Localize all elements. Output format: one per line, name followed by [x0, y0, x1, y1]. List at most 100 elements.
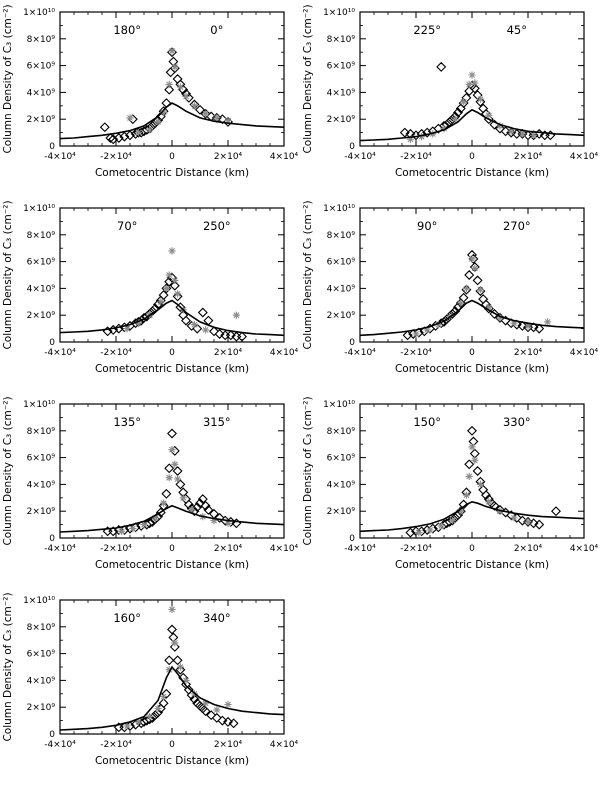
y-tick-label: 6×10⁹: [27, 258, 56, 268]
x-tick-label: 0: [469, 348, 475, 358]
diamond-markers: [99, 47, 233, 145]
angle-label-right: 340°: [203, 611, 231, 625]
diamond-markers: [113, 624, 239, 733]
data-layer: [359, 61, 585, 143]
x-tick-label: 2×10⁴: [514, 348, 543, 358]
y-tick-label: 8×10⁹: [327, 427, 356, 437]
star-markers: [126, 47, 232, 137]
y-tick-label: 6×10⁹: [327, 62, 356, 72]
y-tick-label: 6×10⁹: [327, 258, 356, 268]
angle-label-right: 315°: [203, 415, 231, 429]
y-tick-label: 2×10⁹: [327, 507, 356, 517]
x-tick-label: 4×10⁴: [570, 152, 599, 162]
model-line: [59, 665, 285, 731]
angle-label-left: 135°: [113, 415, 141, 429]
diamond-markers: [402, 249, 545, 341]
x-tick-label: -4×10⁴: [344, 544, 376, 554]
y-tick-label: 0: [349, 338, 355, 348]
y-tick-label: 1×10¹⁰: [23, 596, 55, 606]
y-tick-label: 4×10⁹: [27, 284, 56, 294]
x-tick-label: 2×10⁴: [214, 152, 243, 162]
angle-label-left: 90°: [417, 219, 437, 233]
x-tick-label: 2×10⁴: [214, 740, 243, 750]
y-tick-label: 1×10¹⁰: [23, 8, 55, 18]
x-tick-label: 4×10⁴: [570, 348, 599, 358]
x-tick-label: -4×10⁴: [44, 152, 76, 162]
x-tick-label: 0: [169, 544, 175, 554]
panel-chart: -4×10⁴ -2×10⁴ 0 2×10⁴ 4×10⁴ 0 2×10⁹ 4×10⁹ 6×10⁹ 8…: [302, 200, 599, 375]
y-tick-label: 8×10⁹: [27, 35, 56, 45]
x-tick-label: 0: [169, 348, 175, 358]
x-axis-title: Cometocentric Distance (km): [395, 167, 549, 179]
y-tick-label: 0: [49, 338, 55, 348]
y-axis-title: Column Density of C₃ (cm⁻²): [302, 200, 314, 349]
data-layer: [59, 605, 285, 733]
model-line: [359, 108, 585, 142]
model-line: [359, 500, 585, 533]
y-tick-label: 6×10⁹: [327, 454, 356, 464]
angle-label-left: 225°: [413, 23, 441, 37]
angle-label-left: 150°: [413, 415, 441, 429]
y-tick-label: 8×10⁹: [327, 35, 356, 45]
axes-frame: [359, 11, 585, 147]
x-axis-title: Cometocentric Distance (km): [395, 559, 549, 571]
y-axis-title: Column Density of C₃ (cm⁻²): [2, 592, 14, 741]
axes-frame: [59, 403, 285, 539]
y-tick-label: 0: [49, 534, 55, 544]
x-tick-label: -2×10⁴: [400, 348, 432, 358]
angle-label-right: 45°: [507, 23, 527, 37]
angle-label-left: 70°: [117, 219, 137, 233]
y-tick-label: 8×10⁹: [27, 623, 56, 633]
diamond-markers: [405, 425, 561, 538]
data-layer: [59, 247, 285, 342]
y-tick-label: 8×10⁹: [27, 427, 56, 437]
panel-chart: -4×10⁴ -2×10⁴ 0 2×10⁴ 4×10⁴ 0 2×10⁹ 4×10⁹ 6×10⁹ 8…: [2, 4, 299, 179]
x-tick-label: 2×10⁴: [214, 348, 243, 358]
x-tick-label: -4×10⁴: [344, 348, 376, 358]
y-tick-label: 4×10⁹: [327, 284, 356, 294]
panel-6: -4×10⁴ -2×10⁴ 0 2×10⁴ 4×10⁴ 0 2×10⁹ 4×10⁹ 6×10⁹ 8…: [300, 392, 600, 588]
diamond-markers: [399, 61, 556, 141]
x-tick-label: 4×10⁴: [270, 544, 299, 554]
x-axis-title: Cometocentric Distance (km): [95, 363, 249, 375]
panel-2: -4×10⁴ -2×10⁴ 0 2×10⁴ 4×10⁴ 0 2×10⁹ 4×10⁹ 6×10⁹ 8…: [300, 0, 600, 196]
panel-1: -4×10⁴ -2×10⁴ 0 2×10⁴ 4×10⁴ 0 2×10⁹ 4×10⁹ 6×10⁹ 8…: [0, 0, 300, 196]
x-tick-label: -2×10⁴: [400, 152, 432, 162]
y-tick-label: 1×10¹⁰: [23, 400, 55, 410]
y-tick-label: 2×10⁹: [27, 703, 56, 713]
y-axis-title: Column Density of C₃ (cm⁻²): [2, 396, 14, 545]
y-tick-label: 4×10⁹: [327, 480, 356, 490]
panel-chart: -4×10⁴ -2×10⁴ 0 2×10⁴ 4×10⁴ 0 2×10⁹ 4×10⁹ 6×10⁹ 8…: [302, 396, 599, 571]
x-tick-label: 0: [469, 544, 475, 554]
y-tick-label: 4×10⁹: [27, 480, 56, 490]
x-tick-label: -4×10⁴: [44, 740, 76, 750]
y-axis-title: Column Density of C₃ (cm⁻²): [302, 396, 314, 545]
y-tick-label: 0: [49, 730, 55, 740]
x-tick-label: -4×10⁴: [344, 152, 376, 162]
x-tick-label: 2×10⁴: [214, 544, 243, 554]
y-axis-title: Column Density of C₃ (cm⁻²): [2, 4, 14, 153]
y-tick-label: 2×10⁹: [327, 311, 356, 321]
y-tick-label: 6×10⁹: [27, 454, 56, 464]
x-tick-label: -2×10⁴: [100, 740, 132, 750]
x-tick-label: 2×10⁴: [514, 544, 543, 554]
y-tick-label: 0: [349, 534, 355, 544]
star-markers: [406, 71, 538, 143]
data-layer: [359, 249, 585, 341]
y-tick-label: 8×10⁹: [327, 231, 356, 241]
y-axis-title: Column Density of C₃ (cm⁻²): [2, 200, 14, 349]
y-tick-label: 0: [349, 142, 355, 152]
y-tick-label: 4×10⁹: [27, 88, 56, 98]
x-tick-label: 2×10⁴: [514, 152, 543, 162]
star-markers: [118, 446, 232, 535]
x-tick-label: -2×10⁴: [100, 152, 132, 162]
x-tick-label: 4×10⁴: [270, 348, 299, 358]
y-tick-label: 1×10¹⁰: [323, 400, 355, 410]
y-tick-label: 2×10⁹: [27, 311, 56, 321]
data-layer: [59, 47, 285, 145]
angle-label-right: 0°: [210, 23, 223, 37]
panel-chart: -4×10⁴ -2×10⁴ 0 2×10⁴ 4×10⁴ 0 2×10⁹ 4×10⁹ 6×10⁹ 8…: [2, 592, 299, 767]
y-tick-label: 2×10⁹: [327, 115, 356, 125]
x-axis-title: Cometocentric Distance (km): [395, 363, 549, 375]
